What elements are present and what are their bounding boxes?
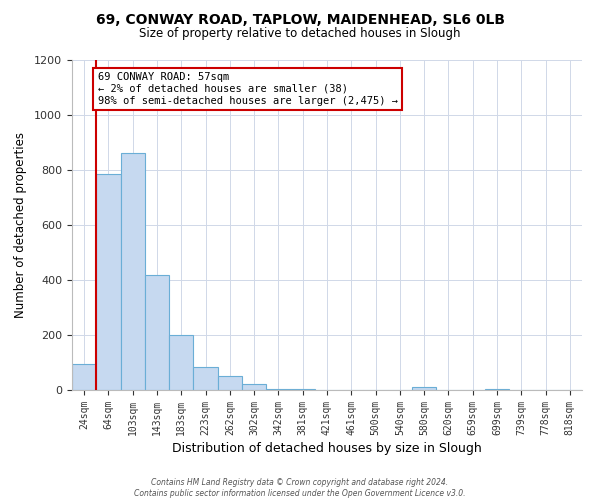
Bar: [412, 387, 436, 390]
Bar: [96, 174, 121, 390]
Bar: [485, 388, 509, 390]
X-axis label: Distribution of detached houses by size in Slough: Distribution of detached houses by size …: [172, 442, 482, 455]
Text: 69, CONWAY ROAD, TAPLOW, MAIDENHEAD, SL6 0LB: 69, CONWAY ROAD, TAPLOW, MAIDENHEAD, SL6…: [95, 12, 505, 26]
Bar: [72, 364, 96, 390]
Bar: [145, 274, 169, 390]
Bar: [169, 335, 193, 390]
Text: Contains HM Land Registry data © Crown copyright and database right 2024.
Contai: Contains HM Land Registry data © Crown c…: [134, 478, 466, 498]
Bar: [266, 388, 290, 390]
Text: 69 CONWAY ROAD: 57sqm
← 2% of detached houses are smaller (38)
98% of semi-detac: 69 CONWAY ROAD: 57sqm ← 2% of detached h…: [97, 72, 398, 106]
Bar: [121, 153, 145, 390]
Y-axis label: Number of detached properties: Number of detached properties: [14, 132, 27, 318]
Bar: [193, 366, 218, 390]
Text: Size of property relative to detached houses in Slough: Size of property relative to detached ho…: [139, 28, 461, 40]
Bar: [242, 384, 266, 390]
Bar: [218, 376, 242, 390]
